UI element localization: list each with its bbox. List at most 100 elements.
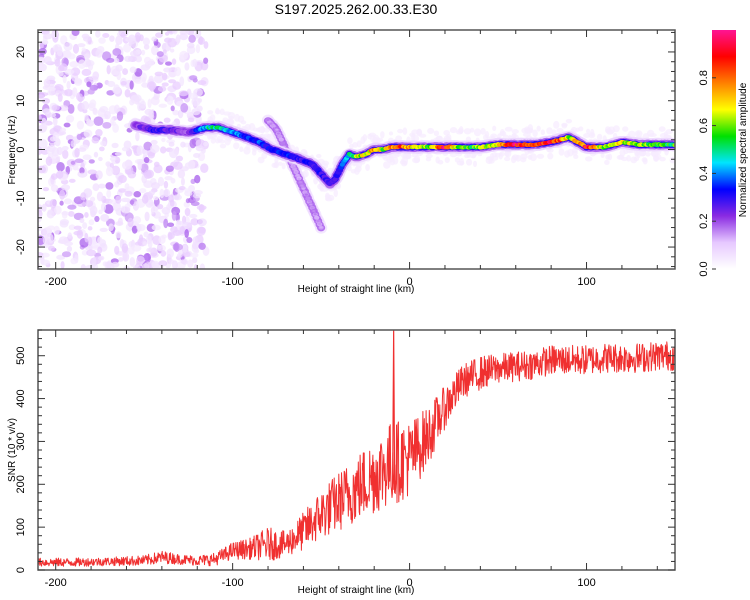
spectrogram-noise-blob xyxy=(170,226,178,233)
spectrogram-noise-blob xyxy=(170,105,175,112)
spectrogram-noise-blob xyxy=(164,61,172,66)
spectrogram-noise-blob xyxy=(147,98,152,109)
spectrogram-noise-blob xyxy=(82,222,88,229)
spectrogram-noise-blob xyxy=(115,35,123,45)
spectrogram-noise-blob xyxy=(67,232,73,239)
spectrogram-noise-blob xyxy=(124,190,133,197)
colorbar-tick-label: 0.8 xyxy=(698,70,710,85)
spectrogram-noise-blob xyxy=(188,34,196,43)
spectrogram-noise-blob xyxy=(93,151,99,158)
spectrogram-noise-blob xyxy=(120,197,131,203)
spectrogram-secondary-ridge-point xyxy=(309,203,313,206)
spectrogram-halo-blob xyxy=(356,140,362,148)
spectrogram-halo-blob xyxy=(224,137,231,146)
spectrogram-noise-blob xyxy=(143,56,152,65)
spectrogram-halo-blob xyxy=(504,156,511,162)
spectrogram-halo-blob xyxy=(536,125,541,132)
spectrogram-noise-blob xyxy=(98,183,106,189)
spectrogram-noise-blob xyxy=(172,30,178,35)
spectrogram-halo-blob xyxy=(228,115,235,121)
spectrogram-secondary-ridge-point xyxy=(269,122,273,125)
spectrogram-halo-blob xyxy=(588,132,596,139)
spectrogram-noise-blob xyxy=(163,180,169,189)
spectrogram-noise-blob xyxy=(134,78,143,84)
snr-panel: -200 -100 0 100 0 100 200 300 400 500 Height of … xyxy=(7,329,676,596)
spectrogram-halo-blob xyxy=(427,127,435,134)
spectrogram-noise-blob xyxy=(154,71,164,77)
spectrogram-y-tick-label: 0 xyxy=(15,146,27,152)
spectrogram-noise-blob xyxy=(120,205,126,213)
spectrogram-noise-blob xyxy=(158,235,166,244)
spectrogram-x-axis-label: Height of straight line (km) xyxy=(298,284,415,295)
spectrogram-halo-blob xyxy=(511,129,519,134)
spectrogram-noise-blob xyxy=(62,149,69,160)
spectrogram-noise-blob xyxy=(190,218,199,226)
spectrogram-noise-blob xyxy=(151,224,161,231)
spectrogram-noise-blob xyxy=(187,117,195,123)
spectrogram-noise-blob xyxy=(172,243,179,251)
spectrogram-noise-blob xyxy=(51,104,60,111)
spectrogram-noise-blob xyxy=(98,156,103,162)
spectrogram-noise-blob xyxy=(106,57,115,63)
spectrogram-noise-blob xyxy=(81,33,90,39)
spectrogram-noise-blob xyxy=(142,241,148,246)
spectrogram-noise-blob xyxy=(112,123,119,133)
spectrogram-halo-blob xyxy=(352,141,359,148)
spectrogram-noise-blob xyxy=(92,71,100,80)
spectrogram-noise-blob xyxy=(109,162,114,168)
spectrogram-noise-blob xyxy=(109,35,115,42)
spectrogram-noise-blob xyxy=(87,169,98,175)
spectrogram-halo-blob xyxy=(449,127,458,134)
spectrogram-noise-blob xyxy=(38,92,49,97)
spectrogram-noise-blob xyxy=(67,204,77,210)
spectrogram-noise-blob xyxy=(141,76,146,84)
spectrogram-x-tick-label: -100 xyxy=(222,276,244,288)
spectrogram-noise-blob xyxy=(200,163,209,174)
spectrogram-noise-blob xyxy=(88,159,95,164)
spectrogram-noise-blob xyxy=(114,58,120,64)
spectrogram-noise-blob xyxy=(112,201,121,212)
spectrogram-noise-blob xyxy=(161,137,166,143)
spectrogram-noise-blob xyxy=(153,262,160,269)
spectrogram-noise-blob xyxy=(133,191,142,198)
spectrogram-noise-blob xyxy=(59,127,67,133)
spectrogram-noise-blob xyxy=(136,224,146,232)
spectrogram-halo-blob xyxy=(360,136,366,144)
spectrogram-noise-blob xyxy=(71,30,80,37)
spectrogram-noise-blob xyxy=(141,194,149,204)
snr-x-tick-label: -200 xyxy=(45,577,67,589)
spectrogram-halo-blob xyxy=(223,111,231,116)
spectrogram-halo-blob xyxy=(622,126,629,132)
spectrogram-noise-blob xyxy=(54,58,61,67)
spectrogram-noise-blob xyxy=(95,30,101,38)
spectrogram-noise-blob xyxy=(150,144,160,154)
spectrogram-x-ticks: -200 -100 0 100 xyxy=(45,30,658,288)
spectrogram-halo-blob xyxy=(466,158,473,166)
colorbar-label: Normalized spectral amplitude xyxy=(738,82,749,217)
spectrogram-noise-blob xyxy=(203,57,209,64)
spectrogram-noise-blob xyxy=(180,259,187,264)
spectrogram-noise-blob xyxy=(159,188,165,199)
spectrogram-noise-blob xyxy=(59,189,66,200)
spectrogram-halo-blob xyxy=(273,162,278,168)
spectrogram-noise-blob xyxy=(52,131,59,142)
spectrogram-x-tick-label: -200 xyxy=(45,276,67,288)
spectrogram-secondary-ridge-point xyxy=(318,222,322,225)
spectrogram-noise-blob xyxy=(129,99,135,106)
spectrogram-halo-blob xyxy=(410,133,416,142)
spectrogram-noise-blob xyxy=(150,206,155,215)
spectrogram-halo-blob xyxy=(380,131,385,139)
spectrogram-noise-blob xyxy=(64,68,75,76)
snr-y-tick-label: 0 xyxy=(15,567,27,573)
spectrogram-halo-blob xyxy=(234,113,241,122)
spectrogram-noise-blob xyxy=(47,144,56,153)
spectrogram-halo-blob xyxy=(433,130,440,137)
spectrogram-halo-blob xyxy=(634,130,643,138)
spectrogram-halo-blob xyxy=(365,163,370,171)
spectrogram-halo-blob xyxy=(547,152,554,160)
spectrogram-halo-blob xyxy=(600,152,605,159)
spectrogram-noise-blob xyxy=(197,36,205,45)
spectrogram-secondary-ridge-point xyxy=(266,118,270,121)
spectrogram-noise-blob xyxy=(38,138,48,149)
spectrogram-halo-blob xyxy=(425,156,432,162)
